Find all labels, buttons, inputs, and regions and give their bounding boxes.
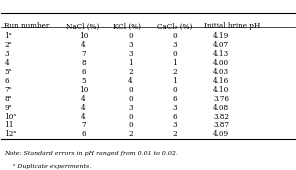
Text: 4.10: 4.10 bbox=[213, 86, 229, 94]
Text: 4: 4 bbox=[81, 41, 86, 49]
Text: 10ᵃ: 10ᵃ bbox=[4, 113, 17, 121]
Text: 2: 2 bbox=[128, 130, 133, 138]
Text: 4: 4 bbox=[81, 95, 86, 103]
Text: 8ᵃ: 8ᵃ bbox=[4, 95, 12, 103]
Text: 4.19: 4.19 bbox=[213, 32, 229, 40]
Text: 8: 8 bbox=[81, 59, 86, 67]
Text: Initial brine pH: Initial brine pH bbox=[204, 22, 260, 30]
Text: 4.13: 4.13 bbox=[213, 50, 229, 58]
Text: 3: 3 bbox=[172, 104, 177, 112]
Text: 2: 2 bbox=[172, 130, 177, 138]
Text: ᵃ Duplicate experiments.: ᵃ Duplicate experiments. bbox=[13, 164, 91, 169]
Text: 4.07: 4.07 bbox=[213, 41, 229, 49]
Text: 3: 3 bbox=[128, 104, 133, 112]
Text: 4.08: 4.08 bbox=[213, 104, 229, 112]
Text: 4: 4 bbox=[4, 59, 9, 67]
Text: 0: 0 bbox=[128, 113, 133, 121]
Text: 1: 1 bbox=[172, 59, 177, 67]
Text: 2: 2 bbox=[128, 68, 133, 76]
Text: NaCl (%): NaCl (%) bbox=[66, 22, 99, 30]
Text: 11: 11 bbox=[4, 121, 14, 129]
Text: 6: 6 bbox=[81, 68, 86, 76]
Text: 0: 0 bbox=[128, 32, 133, 40]
Text: 4: 4 bbox=[128, 77, 133, 85]
Text: 7: 7 bbox=[81, 121, 86, 129]
Text: 3.82: 3.82 bbox=[213, 113, 229, 121]
Text: 0: 0 bbox=[128, 95, 133, 103]
Text: 10: 10 bbox=[79, 32, 88, 40]
Text: 0: 0 bbox=[172, 32, 177, 40]
Text: 5ᵃ: 5ᵃ bbox=[4, 68, 12, 76]
Text: 2ᵃ: 2ᵃ bbox=[4, 41, 12, 49]
Text: 7: 7 bbox=[81, 50, 86, 58]
Text: 6: 6 bbox=[172, 113, 177, 121]
Text: 4.09: 4.09 bbox=[213, 130, 229, 138]
Text: 4.03: 4.03 bbox=[213, 68, 229, 76]
Text: 4: 4 bbox=[81, 104, 86, 112]
Text: 4.00: 4.00 bbox=[213, 59, 229, 67]
Text: 1ᵃ: 1ᵃ bbox=[4, 32, 12, 40]
Text: KCl (%): KCl (%) bbox=[113, 22, 141, 30]
Text: 3: 3 bbox=[172, 121, 177, 129]
Text: 4.16: 4.16 bbox=[213, 77, 229, 85]
Text: Run number: Run number bbox=[4, 22, 49, 30]
Text: 6: 6 bbox=[4, 77, 9, 85]
Text: 6: 6 bbox=[172, 95, 177, 103]
Text: 2: 2 bbox=[172, 68, 177, 76]
Text: 5: 5 bbox=[81, 77, 86, 85]
Text: 6: 6 bbox=[81, 130, 86, 138]
Text: 7ᵃ: 7ᵃ bbox=[4, 86, 12, 94]
Text: 0: 0 bbox=[172, 50, 177, 58]
Text: 12ᵃ: 12ᵃ bbox=[4, 130, 17, 138]
Text: 3.87: 3.87 bbox=[213, 121, 229, 129]
Text: 0: 0 bbox=[128, 121, 133, 129]
Text: 3: 3 bbox=[128, 41, 133, 49]
Text: 3.76: 3.76 bbox=[213, 95, 229, 103]
Text: 1: 1 bbox=[128, 59, 133, 67]
Text: 9ᵃ: 9ᵃ bbox=[4, 104, 12, 112]
Text: 3: 3 bbox=[172, 41, 177, 49]
Text: 0: 0 bbox=[172, 86, 177, 94]
Text: 1: 1 bbox=[172, 77, 177, 85]
Text: 4: 4 bbox=[81, 113, 86, 121]
Text: 0: 0 bbox=[128, 86, 133, 94]
Text: 3: 3 bbox=[128, 50, 133, 58]
Text: CaCl₂ (%): CaCl₂ (%) bbox=[157, 22, 192, 30]
Text: 3: 3 bbox=[4, 50, 9, 58]
Text: 10: 10 bbox=[79, 86, 88, 94]
Text: Note: Standard errors in pH ranged from 0.01 to 0.02.: Note: Standard errors in pH ranged from … bbox=[4, 151, 178, 156]
